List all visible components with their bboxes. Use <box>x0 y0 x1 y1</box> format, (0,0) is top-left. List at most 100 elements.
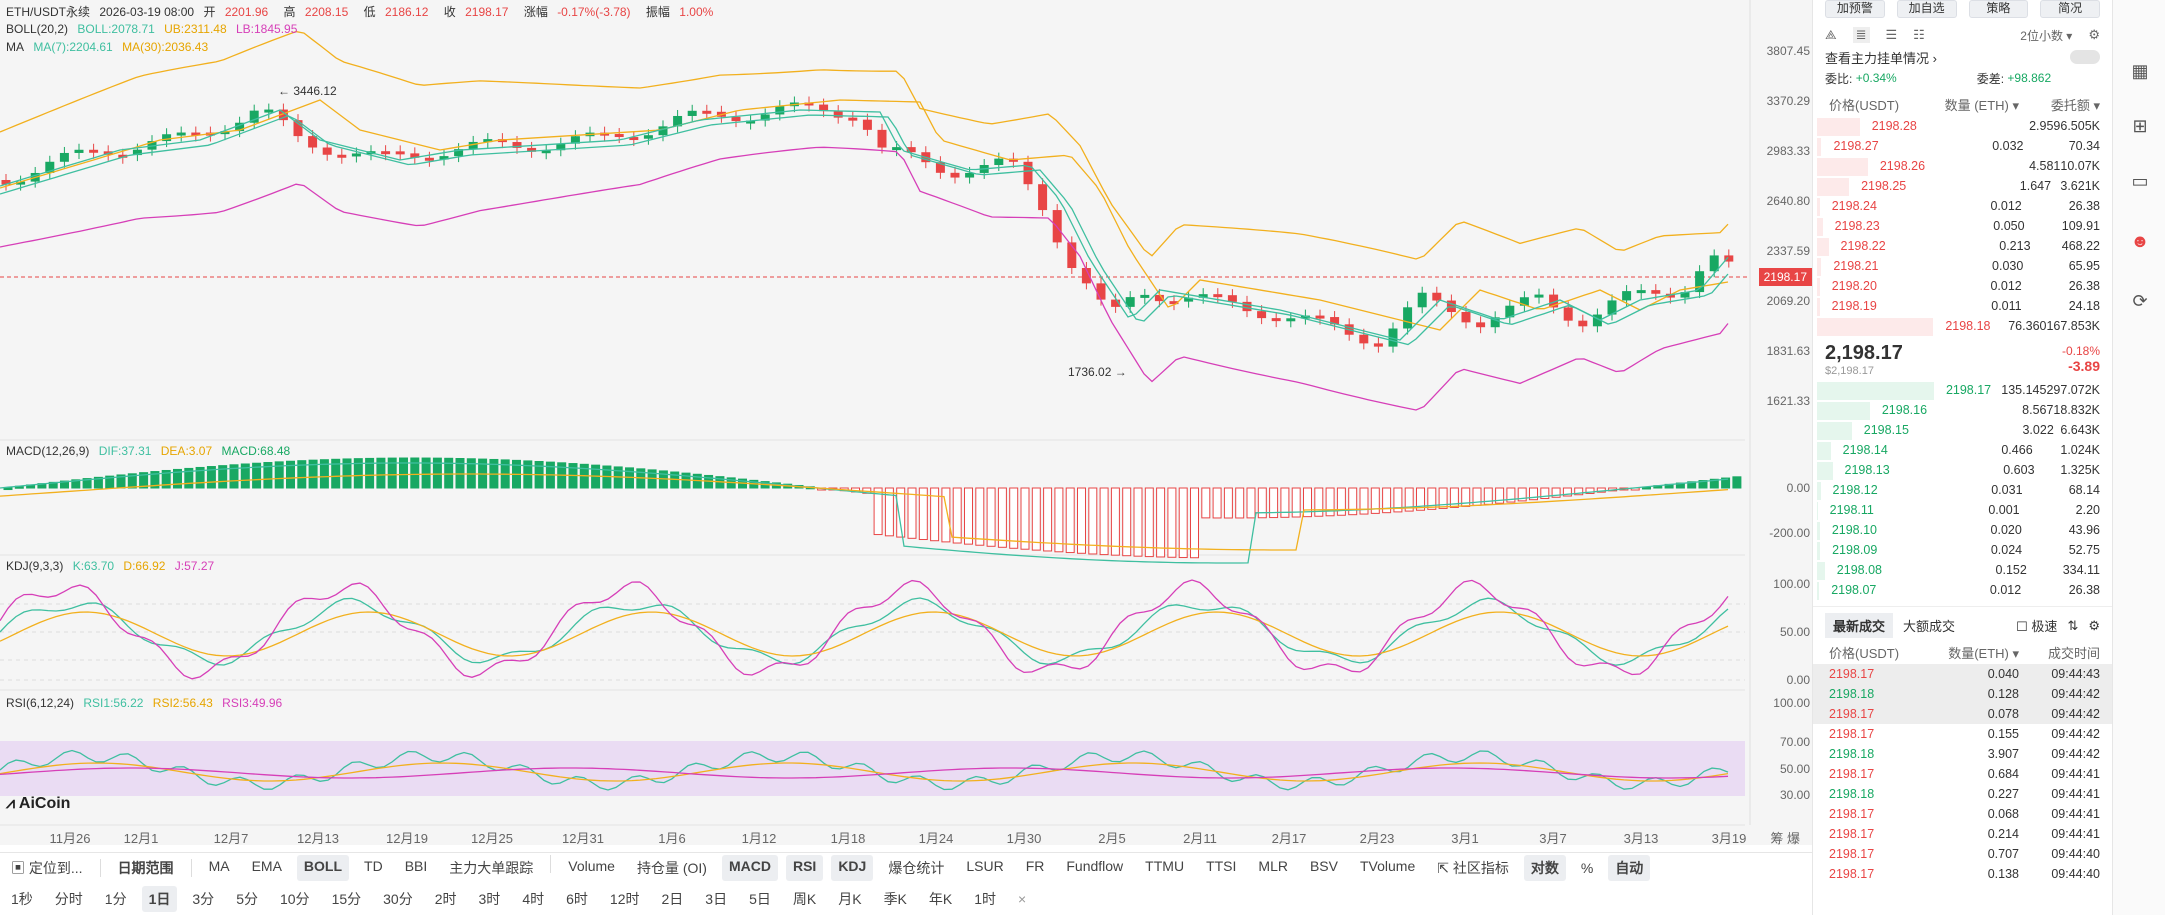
interval-2[interactable]: 1分 <box>104 890 127 907</box>
book-bids-icon[interactable]: ☰ <box>1885 27 1898 42</box>
indicator-9[interactable]: RSI <box>785 854 824 881</box>
interval-17[interactable]: 周K <box>792 890 817 907</box>
settings-icon[interactable]: ⚙ <box>2088 27 2100 42</box>
interval-18[interactable]: 月K <box>838 890 862 907</box>
orderbook-row[interactable]: 2198.14 0.466 1.024K <box>1813 440 2112 460</box>
orderbook-row[interactable]: 2198.16 8.567 18.832K <box>1813 400 2112 420</box>
trade-settings-icon[interactable]: ⚙ <box>2088 617 2100 633</box>
interval-21[interactable]: 1时 <box>974 890 997 907</box>
depth-link[interactable]: 查看主力挂单情况 › <box>1825 50 1937 66</box>
interval-13[interactable]: 12时 <box>609 890 640 907</box>
interval-0[interactable]: 1秒 <box>11 890 33 907</box>
card-icon[interactable]: ▭ <box>2131 171 2149 191</box>
axis-corner[interactable]: 筹 爆 <box>1770 831 1800 845</box>
add-alert-button[interactable]: 加预警 <box>1825 0 1885 18</box>
tab-large-trades[interactable]: 大额成交 <box>1903 619 1956 634</box>
kdj-label[interactable]: KDJ(9,3,3) <box>6 559 64 573</box>
strategy-button[interactable]: 策略 <box>1968 0 2029 18</box>
indicator-1[interactable]: EMA <box>251 857 282 874</box>
close-icon[interactable]: × <box>1018 890 1027 907</box>
indicator-2[interactable]: BOLL <box>296 854 350 881</box>
indicator-15[interactable]: TTMU <box>1145 857 1185 874</box>
percent-button[interactable]: % <box>1580 859 1594 876</box>
orderbook-row[interactable]: 2198.07 0.012 26.38 <box>1813 580 2112 600</box>
indicator-5[interactable]: 主力大单跟踪 <box>449 859 534 876</box>
rsi-label[interactable]: RSI(6,12,24) <box>6 696 75 710</box>
interval-9[interactable]: 2时 <box>434 890 457 907</box>
interval-16[interactable]: 5日 <box>749 890 771 907</box>
interval-19[interactable]: 季K <box>883 890 907 907</box>
indicator-7[interactable]: 持仓量 (OI) <box>636 859 707 876</box>
orderbook-row[interactable]: 2198.20 0.012 26.38 <box>1813 276 2112 296</box>
macd-label[interactable]: MACD(12,26,9) <box>6 444 90 458</box>
orderbook-row[interactable]: 2198.23 0.050 109.91 <box>1813 216 2112 236</box>
indicator-10[interactable]: KDJ <box>831 854 874 881</box>
interval-8[interactable]: 30分 <box>383 890 413 907</box>
orderbook-row[interactable]: 2198.13 0.603 1.325K <box>1813 460 2112 480</box>
interval-7[interactable]: 15分 <box>331 890 362 907</box>
orderbook-row[interactable]: 2198.09 0.024 52.75 <box>1813 540 2112 560</box>
add-favorite-button[interactable]: 加自选 <box>1896 0 1957 18</box>
ob-qty-header[interactable]: 数量 (ETH) ▾ <box>1944 97 2019 113</box>
community-indicators[interactable]: ⇱ 社区指标 <box>1437 859 1509 876</box>
grid-icon[interactable]: ▦ <box>2131 61 2149 81</box>
interval-12[interactable]: 6时 <box>566 890 588 907</box>
orderbook-row[interactable]: 2198.10 0.020 43.96 <box>1813 520 2112 540</box>
locate-button[interactable]: ▣ 定位到... <box>11 859 83 876</box>
indicator-4[interactable]: BBI <box>404 857 428 874</box>
indicator-19[interactable]: TVolume <box>1359 857 1416 874</box>
interval-4[interactable]: 3分 <box>192 890 215 907</box>
indicator-6[interactable]: Volume <box>568 857 615 874</box>
orderbook-row[interactable]: 2198.15 3.022 6.643K <box>1813 420 2112 440</box>
indicator-0[interactable]: MA <box>208 857 230 874</box>
orderbook-row[interactable]: 2198.08 0.152 334.11 <box>1813 560 2112 580</box>
orderbook-row[interactable]: 2198.26 4.581 10.07K <box>1813 156 2112 176</box>
interval-14[interactable]: 2日 <box>661 890 684 907</box>
filter-icon[interactable]: ⇅ <box>2067 617 2079 633</box>
interval-11[interactable]: 4时 <box>522 890 545 907</box>
orderbook-row[interactable]: 2198.19 0.011 24.18 <box>1813 296 2112 316</box>
indicator-18[interactable]: BSV <box>1309 857 1338 874</box>
boll-label[interactable]: BOLL(20,2) <box>6 22 69 36</box>
orderbook-row[interactable]: 2198.22 0.213 468.22 <box>1813 236 2112 256</box>
interval-10[interactable]: 3时 <box>478 890 501 907</box>
interval-6[interactable]: 10分 <box>279 890 310 907</box>
orderbook-row[interactable]: 2198.24 0.012 26.38 <box>1813 196 2112 216</box>
orderbook-row[interactable]: 2198.18 76.360 167.853K <box>1813 316 2112 336</box>
fast-checkbox[interactable]: ☐ 极速 <box>2016 619 2058 634</box>
orderbook-row[interactable]: 2198.21 0.030 65.95 <box>1813 256 2112 276</box>
orderbook-row[interactable]: 2198.17 135.145 297.072K <box>1813 380 2112 400</box>
layout-icon[interactable]: ⊞ <box>2132 116 2148 136</box>
indicator-11[interactable]: 爆仓统计 <box>888 859 945 876</box>
indicator-8[interactable]: MACD <box>721 854 778 881</box>
overview-button[interactable]: 简况 <box>2040 0 2100 18</box>
refresh-icon[interactable]: ⟳ <box>2132 291 2148 311</box>
orderbook-row[interactable]: 2198.27 0.032 70.34 <box>1813 136 2112 156</box>
tab-latest-trades[interactable]: 最新成交 <box>1825 613 1894 638</box>
auto-button[interactable]: 自动 <box>1608 854 1651 881</box>
ob-total-header[interactable]: 委托额 ▾ <box>2050 97 2100 113</box>
interval-3[interactable]: 1日 <box>141 885 178 912</box>
interval-15[interactable]: 3日 <box>705 890 728 907</box>
interval-5[interactable]: 5分 <box>236 890 258 907</box>
book-asks-icon[interactable]: ☷ <box>1913 27 1925 42</box>
bot-icon[interactable]: ☻ <box>2130 231 2150 251</box>
indicator-3[interactable]: TD <box>364 857 383 874</box>
book-mode-icon[interactable]: ⟁ <box>1825 27 1837 42</box>
indicator-16[interactable]: TTSI <box>1206 857 1237 874</box>
log-scale-button[interactable]: 对数 <box>1523 854 1566 881</box>
decimals-select[interactable]: 2位小数 ▾ <box>2020 28 2073 43</box>
indicator-14[interactable]: Fundflow <box>1066 857 1124 874</box>
interval-20[interactable]: 年K <box>928 890 953 907</box>
ma-label[interactable]: MA <box>6 40 24 54</box>
date-range-button[interactable]: 日期范围 <box>117 859 174 876</box>
orderbook-row[interactable]: 2198.11 0.001 2.20 <box>1813 500 2112 520</box>
orderbook-row[interactable]: 2198.12 0.031 68.14 <box>1813 480 2112 500</box>
depth-toggle[interactable] <box>2070 50 2100 64</box>
indicator-17[interactable]: MLR <box>1258 857 1288 874</box>
chart-area[interactable]: ETH/USDT永续 2026-03-19 08:00 开 2201.96 高 … <box>0 0 1812 845</box>
indicator-13[interactable]: FR <box>1025 857 1045 874</box>
orderbook-row[interactable]: 2198.28 2.959 6.505K <box>1813 116 2112 136</box>
book-both-icon[interactable]: ≣ <box>1852 27 1870 43</box>
trades-qty-header[interactable]: 数量(ETH) ▾ <box>1948 645 2019 661</box>
